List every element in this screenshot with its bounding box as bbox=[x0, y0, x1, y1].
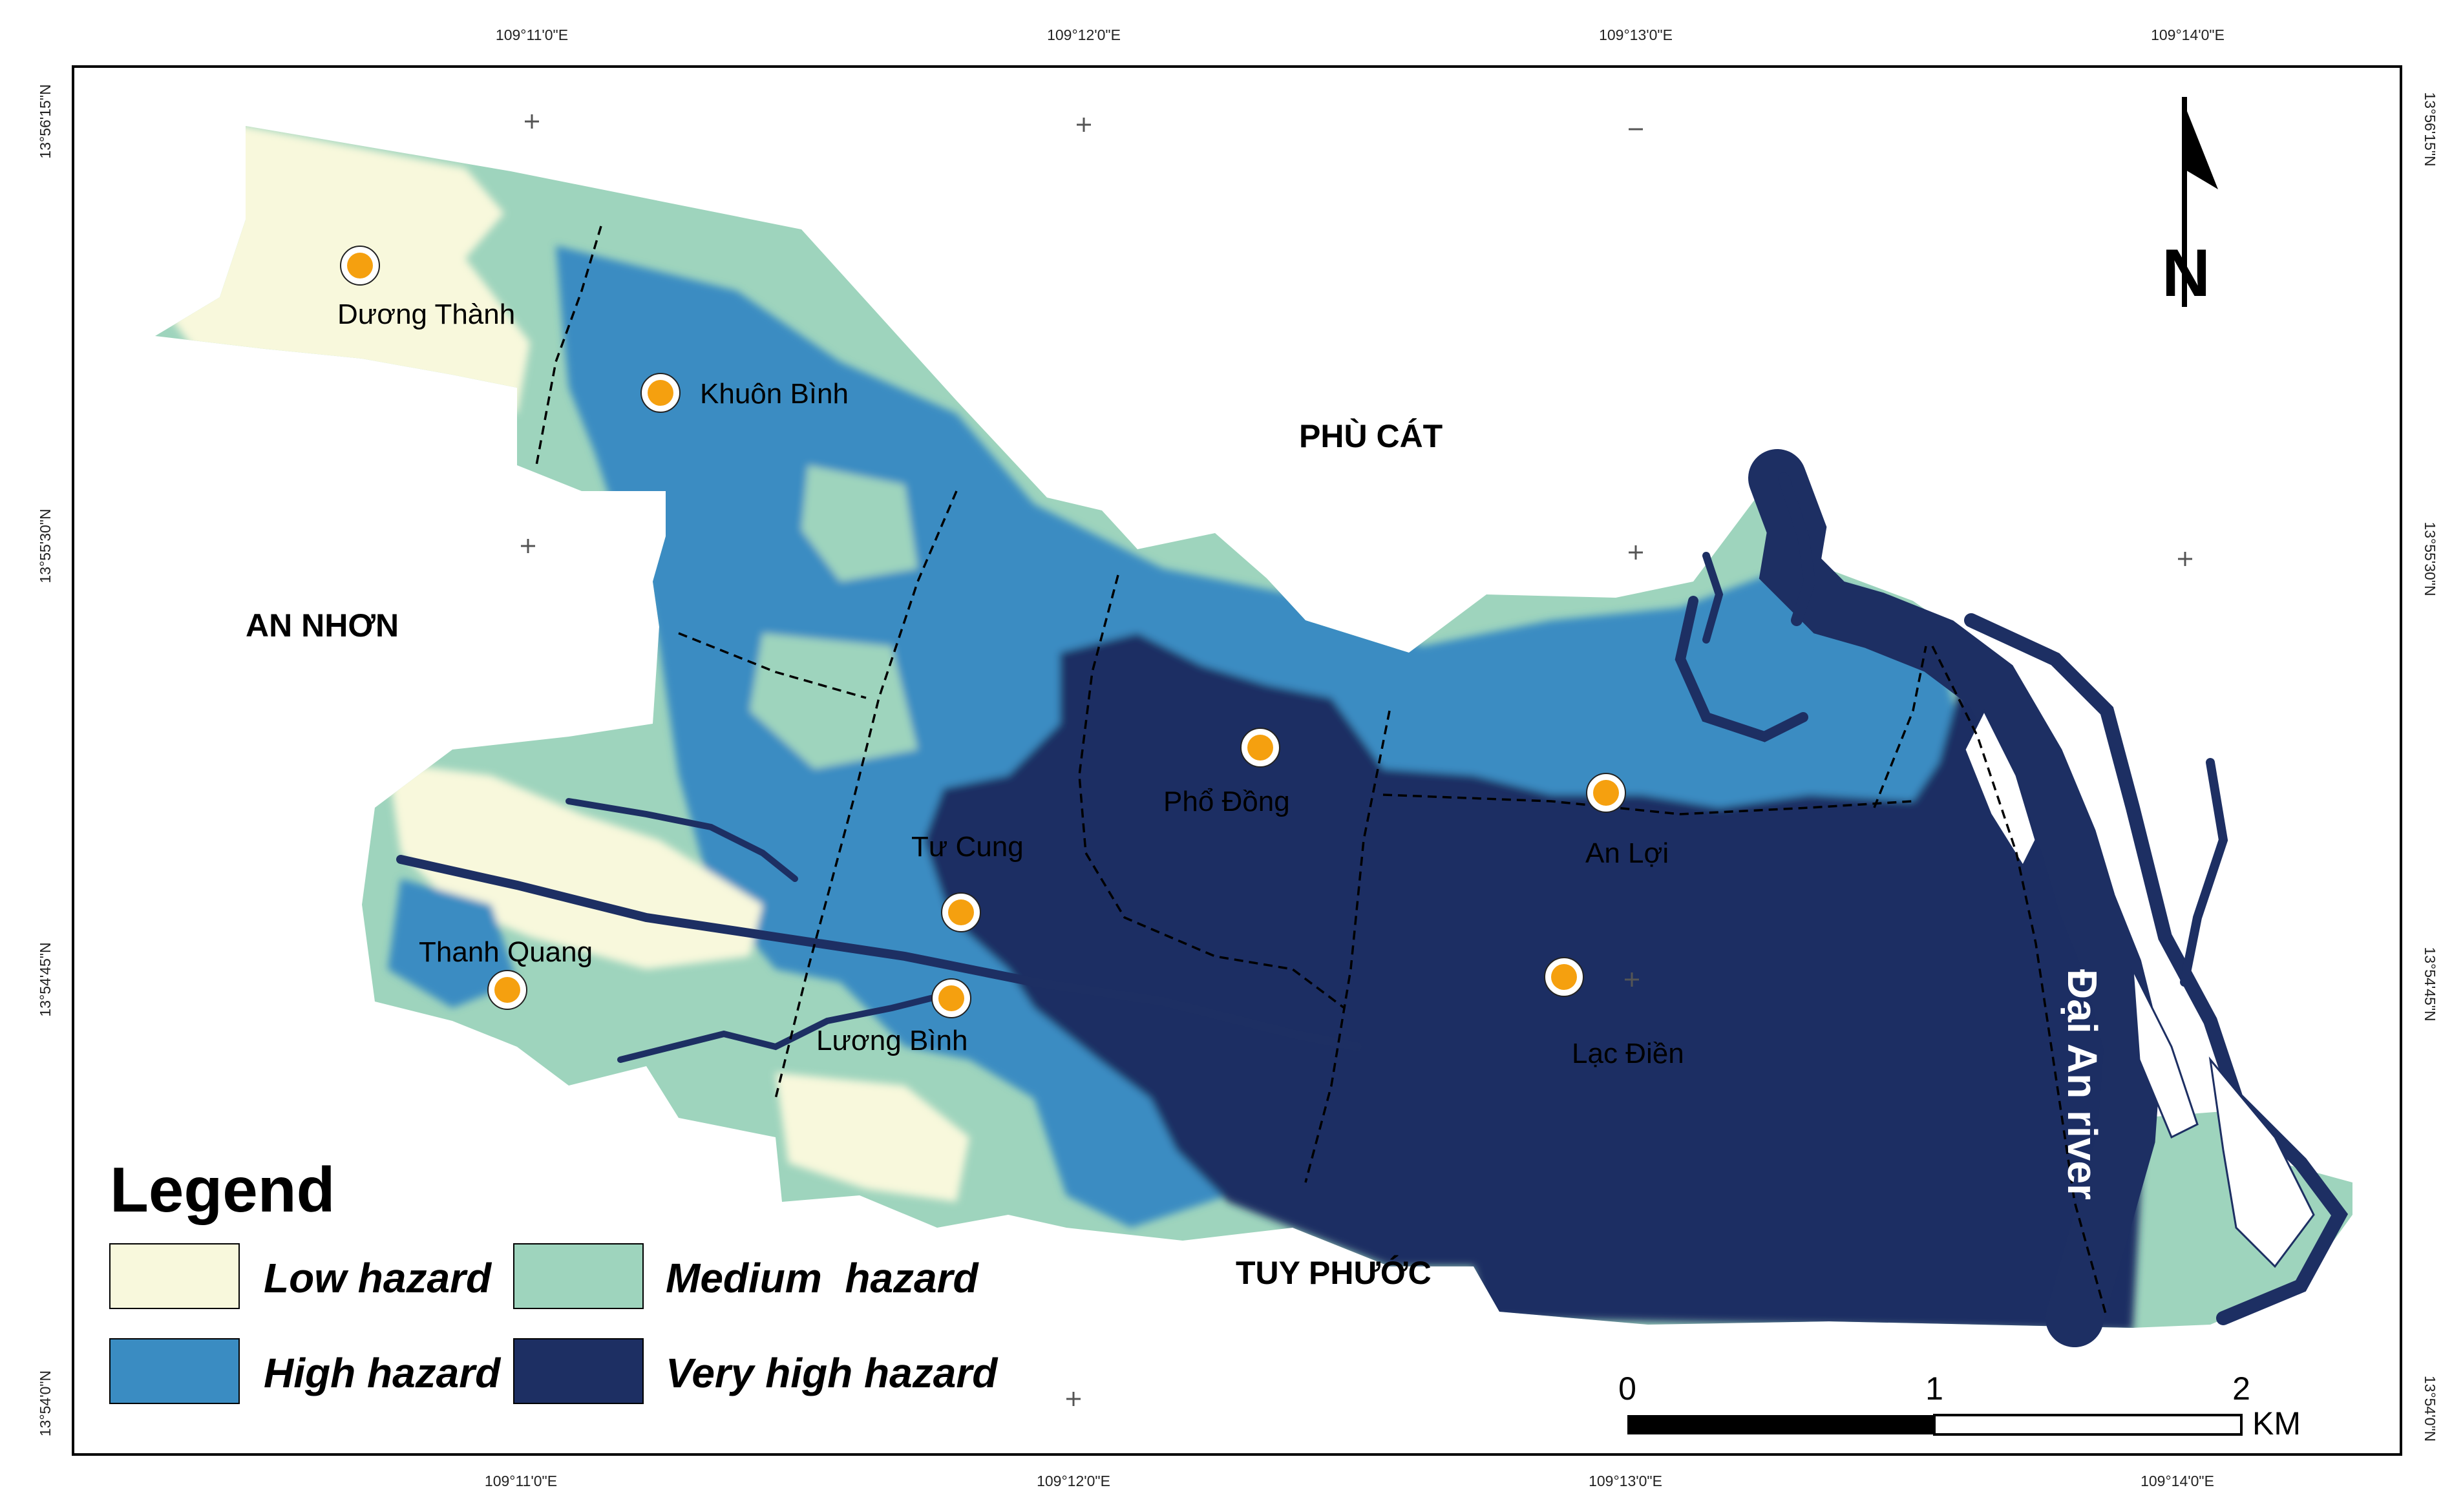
settlement-an-loi-marker bbox=[1586, 773, 1626, 813]
dai-an-river-main bbox=[1748, 449, 2162, 1347]
commune-boundary bbox=[678, 632, 867, 699]
graticule-label-left: 13°54'0"N bbox=[37, 1370, 54, 1436]
place-label-pho-dong: Phổ Đồng bbox=[1163, 786, 1290, 817]
commune-boundary bbox=[1078, 574, 1346, 1009]
graticule-labels-right: 13°56'15"N 13°55'30"N 13°54'45"N 13°54'0… bbox=[2422, 92, 2438, 1442]
hazard-zone-very-high bbox=[924, 633, 2146, 1328]
place-label-an-loi: An Lợi bbox=[1585, 837, 1669, 869]
water-features bbox=[396, 449, 2349, 1347]
legend-swatch-very-high bbox=[513, 1338, 644, 1404]
river-island bbox=[2208, 1056, 2315, 1268]
graticule-label-bottom: 109°13'0"E bbox=[1589, 1473, 1662, 1489]
graticule-label-top: 109°14'0"E bbox=[2151, 26, 2225, 43]
north-arrow-icon: N bbox=[2162, 97, 2218, 311]
scale-bar-tick-2: 2 bbox=[2232, 1370, 2250, 1407]
legend-swatch-high bbox=[109, 1338, 240, 1404]
commune-boundary bbox=[1931, 646, 2108, 1319]
scale-bar: 0 1 2 KM bbox=[1618, 1370, 2301, 1442]
commune-boundary bbox=[1382, 793, 1914, 815]
scale-bar-tick-1: 1 bbox=[1925, 1370, 1943, 1407]
settlement-duong-thanh-marker bbox=[340, 246, 380, 286]
settlement-pho-dong-marker bbox=[1240, 728, 1280, 768]
legend-label-high: High hazard bbox=[264, 1350, 502, 1396]
place-label-thanh-quang: Thanh Quang bbox=[419, 936, 593, 968]
legend-swatch-medium bbox=[513, 1243, 644, 1309]
graticule-label-left: 13°55'30"N bbox=[37, 509, 54, 583]
legend-label-very-high: Very high hazard bbox=[666, 1350, 999, 1396]
scale-bar-segment-black bbox=[1627, 1415, 1934, 1434]
settlement-thanh-quang-marker bbox=[487, 970, 527, 1010]
graticule-label-right: 13°54'45"N bbox=[2422, 947, 2438, 1021]
canal-north-branch bbox=[1778, 472, 1816, 626]
place-label-lac-dien: Lạc Điền bbox=[1572, 1038, 1684, 1069]
legend-label-low: Low hazard bbox=[264, 1255, 492, 1301]
graticule-label-left: 13°56'15"N bbox=[37, 84, 54, 158]
river-oxbow bbox=[1675, 596, 1808, 742]
graticule-label-bottom: 109°11'0"E bbox=[485, 1473, 557, 1489]
hazard-zone-medium-patch bbox=[750, 633, 918, 769]
place-label-khuon-binh: Khuôn Bình bbox=[700, 378, 849, 410]
graticule-label-left: 13°54'45"N bbox=[37, 942, 54, 1016]
graticule-crosses bbox=[521, 114, 2192, 1406]
place-label-luong-binh: Lương Bình bbox=[816, 1025, 967, 1056]
river-islands bbox=[1963, 708, 2315, 1268]
north-arrow-letter: N bbox=[2162, 236, 2210, 311]
commune-boundary bbox=[535, 226, 602, 466]
hazard-zone-low-south bbox=[776, 1073, 969, 1202]
settlement-luong-binh-marker bbox=[931, 978, 971, 1018]
river-island bbox=[1963, 708, 2037, 868]
settlement-tu-cung-marker bbox=[941, 892, 981, 932]
graticule-label-right: 13°55'30"N bbox=[2422, 521, 2438, 596]
settlement-khuon-binh-marker bbox=[640, 373, 681, 413]
legend-label-medium: Medium hazard bbox=[666, 1255, 980, 1301]
graticule-labels-bottom: 109°11'0"E 109°12'0"E 109°13'0"E 109°14'… bbox=[485, 1473, 2214, 1489]
commune-boundary bbox=[1304, 710, 1391, 1183]
legend-swatch-low bbox=[109, 1243, 240, 1309]
graticule-label-bottom: 109°14'0"E bbox=[2141, 1473, 2214, 1489]
district-label-phu-cat: PHÙ CÁT bbox=[1299, 418, 1443, 454]
legend: Legend Low hazard Medium hazard High haz… bbox=[109, 1154, 999, 1404]
commune-boundaries bbox=[535, 226, 2108, 1319]
canal-central bbox=[396, 855, 1362, 1051]
commune-boundary bbox=[1873, 646, 1927, 808]
district-label-an-nhon: AN NHƠN bbox=[246, 607, 399, 644]
scale-bar-tick-0: 0 bbox=[1618, 1370, 1636, 1407]
district-label-tuy-phuoc: TUY PHƯỚC bbox=[1236, 1255, 1432, 1291]
graticule-label-right: 13°56'15"N bbox=[2422, 92, 2438, 166]
place-label-tu-cung: Tư Cung bbox=[911, 831, 1024, 863]
settlements bbox=[340, 246, 1626, 1018]
river-branch-east bbox=[1964, 613, 2349, 1325]
graticule-label-right: 13°54'0"N bbox=[2422, 1376, 2438, 1442]
river-loop-west bbox=[566, 798, 798, 882]
scale-bar-segment-white bbox=[1933, 1414, 2243, 1436]
legend-title: Legend bbox=[110, 1154, 335, 1225]
hazard-zone-medium-patch bbox=[801, 465, 918, 582]
scale-bar-unit: KM bbox=[2252, 1405, 2301, 1442]
commune-boundary bbox=[774, 490, 958, 1099]
graticule-label-top: 109°11'0"E bbox=[496, 26, 568, 43]
graticule-label-top: 109°13'0"E bbox=[1599, 26, 1673, 43]
graticule-label-bottom: 109°12'0"E bbox=[1037, 1473, 1110, 1489]
river-island bbox=[2131, 969, 2199, 1139]
graticule-labels-left: 13°56'15"N 13°55'30"N 13°54'45"N 13°54'0… bbox=[37, 84, 54, 1436]
graticule-labels-top: 109°11'0"E 109°12'0"E 109°13'0"E 109°14'… bbox=[496, 26, 2225, 43]
settlement-lac-dien-marker bbox=[1544, 957, 1584, 997]
canal-north-branch-2 bbox=[1702, 552, 1724, 644]
river-label: Đại An river bbox=[2059, 969, 2106, 1200]
river-branch-far-east bbox=[2180, 758, 2228, 987]
place-label-duong-thanh: Dương Thành bbox=[337, 299, 515, 330]
river-loop-southwest bbox=[617, 992, 947, 1063]
hazard-zone-high-southwest bbox=[388, 879, 517, 1008]
graticule-label-top: 109°12'0"E bbox=[1047, 26, 1121, 43]
